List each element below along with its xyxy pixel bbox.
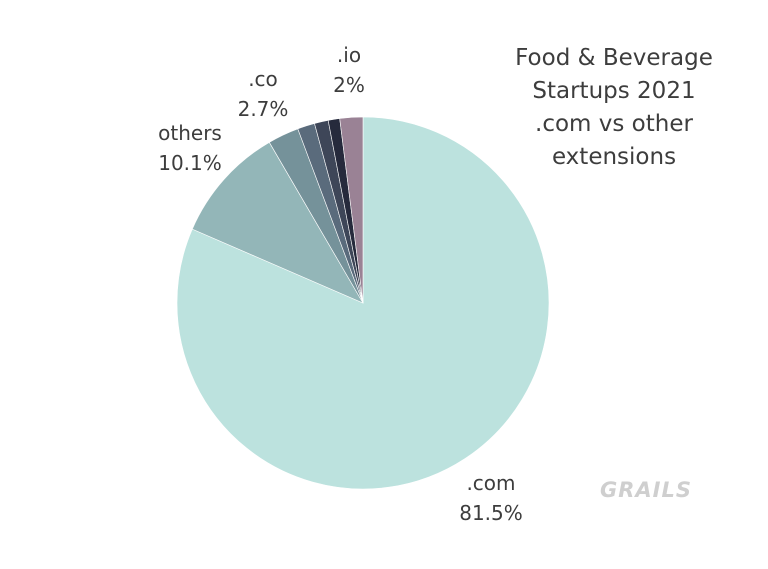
slice-label-others: others 10.1% — [140, 118, 240, 178]
title-line-4: extensions — [551, 144, 677, 170]
slice-label-com: .com 81.5% — [448, 468, 534, 528]
title-line-2: Startups 2021 — [532, 78, 696, 104]
grails-watermark: GRAILS — [600, 478, 692, 502]
title-line-1: Food & Beverage — [515, 45, 713, 71]
slice-label-io-value: 2% — [333, 73, 365, 97]
slice-label-others-name: others — [158, 121, 222, 145]
slice-label-io-name: .io — [336, 43, 362, 67]
slice-label-others-value: 10.1% — [158, 151, 222, 175]
slice-label-co-value: 2.7% — [237, 97, 289, 121]
pie-slice-io — [339, 116, 364, 304]
slice-label-co-name: .co — [248, 67, 278, 91]
slice-label-com-value: 81.5% — [459, 501, 523, 525]
title-line-3: .com vs other — [535, 111, 693, 137]
pie-slice-others — [191, 141, 364, 304]
slice-label-com-name: .com — [466, 471, 516, 495]
slice-label-co: .co 2.7% — [232, 64, 294, 124]
slice-label-io: .io 2% — [318, 40, 380, 100]
chart-title: Food & Beverage Startups 2021 .com vs ot… — [500, 42, 728, 174]
